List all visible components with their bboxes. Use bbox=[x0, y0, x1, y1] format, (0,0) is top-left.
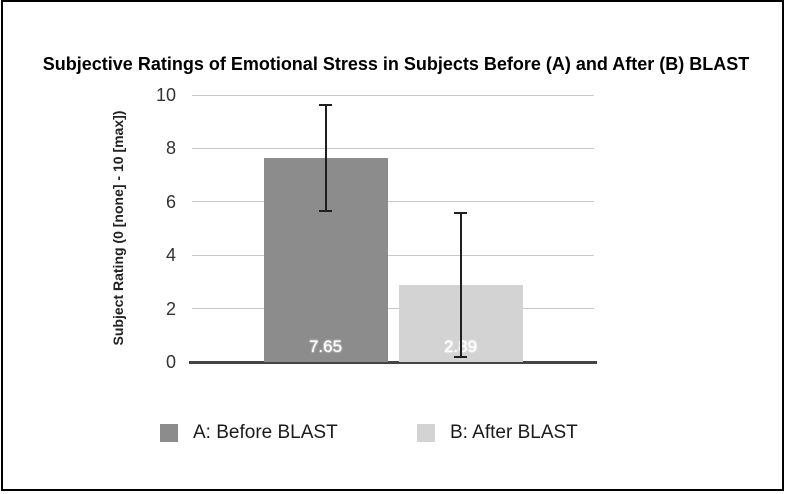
gridline bbox=[192, 94, 594, 96]
gridline bbox=[192, 201, 594, 203]
y-axis-title: Subject Rating (0 [none] - 10 [max]) bbox=[110, 110, 126, 346]
bar-value-label-a-before-blast: 7.65 bbox=[308, 336, 343, 356]
error-bar-cap-low-a-before-blast bbox=[319, 210, 332, 213]
error-bar-b-after-blast bbox=[459, 212, 462, 358]
plot-area: 7.652.89 bbox=[189, 94, 597, 364]
y-tick-label: 8 bbox=[165, 138, 176, 159]
chart-title: Subjective Ratings of Emotional Stress i… bbox=[42, 54, 750, 74]
legend-label-before-blast: A: Before BLAST bbox=[193, 422, 338, 443]
gridline bbox=[192, 254, 594, 256]
legend: A: Before BLAST B: After BLAST bbox=[0, 422, 792, 444]
legend-label-after-blast: B: After BLAST bbox=[450, 422, 578, 443]
error-bar-cap-high-b-after-blast bbox=[454, 212, 467, 215]
legend-swatch-after-blast bbox=[417, 424, 435, 442]
y-tick-label: 6 bbox=[165, 191, 176, 212]
gridline bbox=[192, 308, 594, 310]
y-tick-label: 2 bbox=[165, 298, 176, 319]
y-tick-label: 4 bbox=[165, 245, 176, 266]
legend-item-before-blast: A: Before BLAST bbox=[160, 422, 338, 444]
error-bar-cap-high-a-before-blast bbox=[319, 104, 332, 107]
y-tick-label: 0 bbox=[165, 352, 176, 372]
x-axis-line bbox=[189, 361, 597, 364]
gridline bbox=[192, 147, 594, 149]
legend-item-after-blast: B: After BLAST bbox=[417, 422, 578, 444]
error-bar-a-before-blast bbox=[324, 104, 327, 213]
legend-swatch-before-blast bbox=[160, 424, 178, 442]
y-tick-label: 10 bbox=[155, 85, 176, 105]
error-bar-cap-low-b-after-blast bbox=[454, 355, 467, 358]
y-axis-tick-labels: 0 2 4 6 8 10 bbox=[126, 86, 176, 371]
